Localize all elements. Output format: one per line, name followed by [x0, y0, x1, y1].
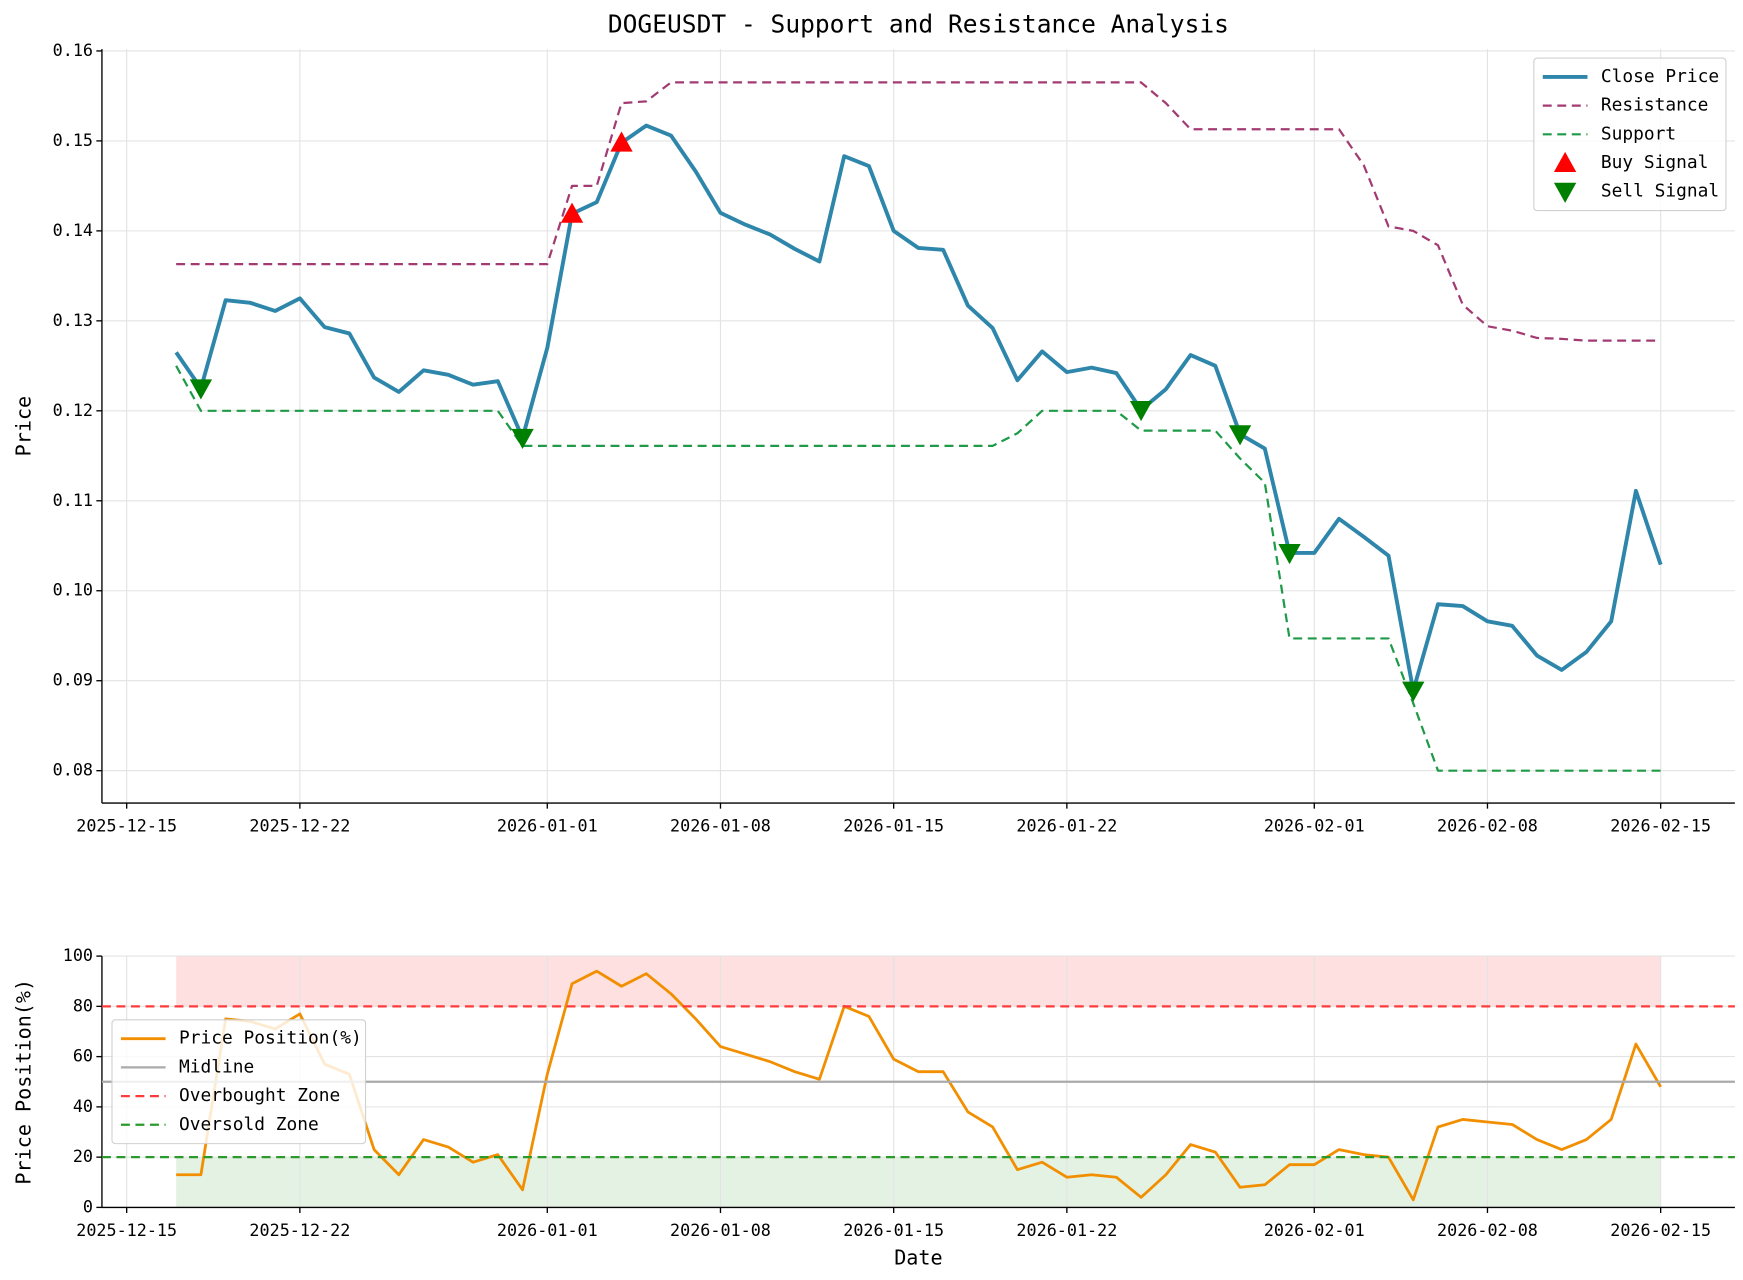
signal-marker	[189, 379, 213, 400]
y-axis-label: Price Position(%)	[11, 979, 35, 1185]
legend-label: Close Price	[1601, 66, 1719, 87]
legend-label: Support	[1601, 123, 1676, 144]
x-tick-label: 2026-01-22	[1016, 1220, 1117, 1240]
x-tick-label: 2026-02-08	[1437, 1220, 1538, 1240]
legend: Close Price Resistance Support Buy Signal Se…	[1533, 57, 1727, 212]
y-tick-label: 0.15	[53, 130, 93, 150]
x-tick-label: 2025-12-15	[76, 816, 177, 836]
legend-label: Resistance	[1601, 95, 1709, 116]
x-tick-label: 2026-01-15	[843, 816, 944, 836]
legend-marker	[1553, 182, 1577, 203]
x-tick-label: 2026-02-01	[1264, 816, 1365, 836]
x-axis-label: Date	[894, 1245, 942, 1269]
axes: 0.08 0.09 0.10 0.11 0.12 0.13 0.14 0.15 0.16 2025…	[11, 40, 1735, 836]
series-line	[175, 365, 1661, 772]
legend-marker	[1553, 151, 1577, 172]
series-line	[176, 969, 1662, 1202]
y-tick-label: 0.10	[53, 580, 93, 600]
y-tick-label: 0.11	[53, 490, 93, 510]
x-tick-label: 2026-02-01	[1264, 1220, 1365, 1240]
zone-band	[176, 1157, 1661, 1208]
x-tick-label: 2026-02-15	[1610, 816, 1711, 836]
y-tick-label: 20	[73, 1146, 93, 1166]
x-tick-label: 2026-01-15	[843, 1220, 944, 1240]
x-tick-label: 2025-12-15	[76, 1220, 177, 1240]
axes: 0 20 40 60 80 100 2025-12-15 2025-12-22 2026-01-…	[11, 945, 1735, 1269]
signal-marker	[1129, 400, 1153, 422]
series-line	[176, 81, 1661, 342]
legend-label: Midline	[179, 1056, 254, 1077]
signal-marker	[1402, 681, 1425, 702]
x-tick-label: 2026-01-08	[670, 1220, 771, 1240]
x-tick-label: 2026-01-01	[497, 1220, 598, 1240]
x-tick-label: 2026-02-08	[1437, 816, 1538, 836]
chart-title: DOGEUSDT - Support and Resistance Analys…	[608, 10, 1229, 39]
x-tick-label: 2026-02-15	[1610, 1220, 1711, 1240]
y-tick-label: 0.12	[53, 400, 93, 420]
y-tick-label: 0.16	[53, 40, 93, 60]
y-tick-label: 60	[73, 1046, 93, 1066]
y-tick-label: 0.13	[53, 310, 93, 330]
y-tick-label: 0.14	[53, 220, 93, 240]
y-axis-label: Price	[11, 396, 35, 456]
x-tick-label: 2026-01-08	[670, 816, 771, 836]
zone-band	[176, 956, 1661, 1007]
legend-box	[111, 1019, 367, 1145]
x-tick-label: 2025-12-22	[249, 816, 350, 836]
legend-label: Price Position(%)	[179, 1028, 362, 1049]
signal-marker	[511, 428, 534, 449]
x-tick-label: 2026-01-01	[497, 816, 598, 836]
y-tick-label: 40	[73, 1096, 93, 1116]
signal-marker	[1228, 425, 1252, 446]
y-tick-label: 0	[83, 1196, 93, 1216]
legend-label: Oversold Zone	[179, 1114, 319, 1135]
y-tick-label: 100	[63, 945, 93, 965]
legend-box	[1533, 57, 1727, 212]
signal-marker	[610, 131, 633, 152]
signal-marker	[1278, 544, 1301, 565]
y-tick-label: 80	[73, 995, 93, 1015]
legend-label: Sell Signal	[1601, 181, 1719, 202]
legend-label: Overbought Zone	[179, 1085, 340, 1106]
y-tick-label: 0.08	[53, 760, 93, 780]
y-tick-label: 0.09	[53, 670, 93, 690]
x-tick-label: 2026-01-22	[1016, 816, 1117, 836]
legend: Price Position(%) Midline Overbought Zone O…	[111, 1019, 367, 1145]
x-tick-label: 2025-12-22	[249, 1220, 350, 1240]
legend-label: Buy Signal	[1601, 152, 1709, 173]
signal-marker	[560, 202, 584, 223]
